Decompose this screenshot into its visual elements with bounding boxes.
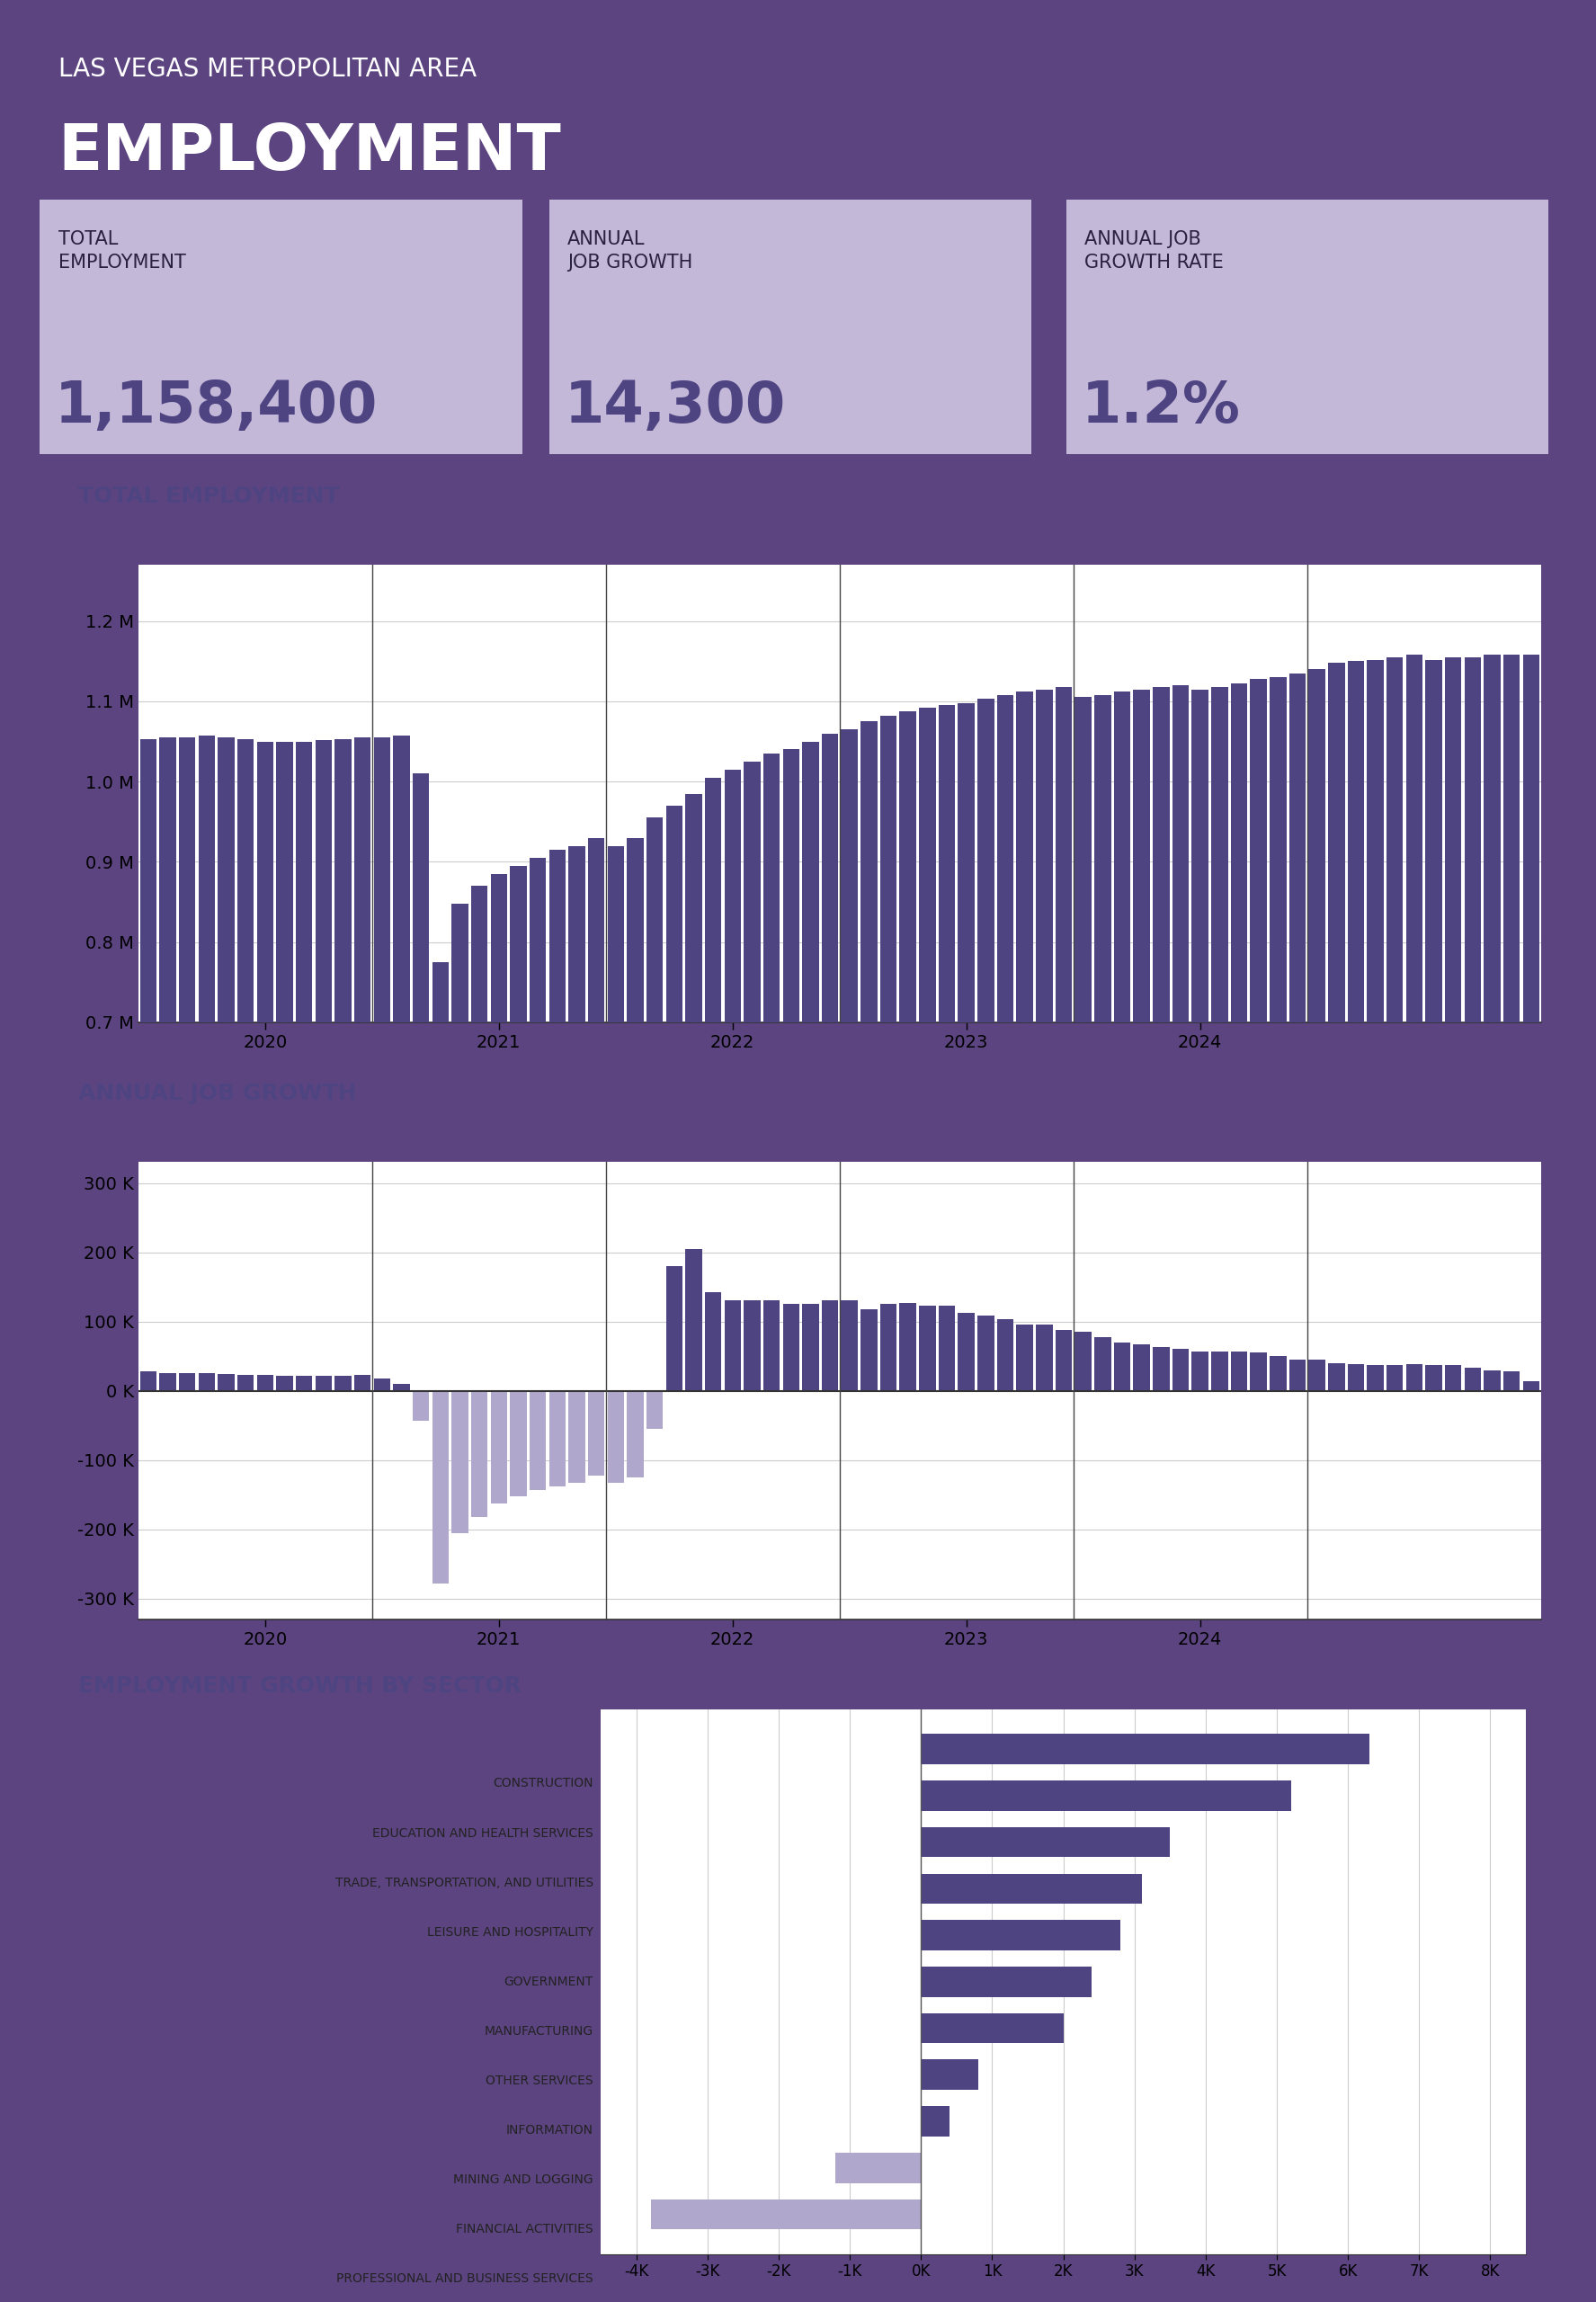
Text: ANNUAL JOB GROWTH: ANNUAL JOB GROWTH — [78, 1082, 356, 1105]
FancyBboxPatch shape — [40, 200, 522, 453]
Text: FINANCIAL ACTIVITIES: FINANCIAL ACTIVITIES — [456, 2224, 594, 2235]
Text: TRADE, TRANSPORTATION, AND UTILITIES: TRADE, TRANSPORTATION, AND UTILITIES — [335, 1876, 594, 1890]
Text: CONSTRUCTION: CONSTRUCTION — [493, 1777, 594, 1791]
Text: 1,158,400: 1,158,400 — [54, 378, 378, 435]
Text: 1.2%: 1.2% — [1082, 378, 1240, 435]
Text: GOVERNMENT: GOVERNMENT — [504, 1975, 594, 1989]
Text: 14,300: 14,300 — [565, 378, 785, 435]
Text: LEISURE AND HOSPITALITY: LEISURE AND HOSPITALITY — [428, 1927, 594, 1938]
Text: TOTAL EMPLOYMENT: TOTAL EMPLOYMENT — [78, 486, 338, 506]
Text: EMPLOYMENT GROWTH BY SECTOR: EMPLOYMENT GROWTH BY SECTOR — [78, 1676, 520, 1697]
Text: MINING AND LOGGING: MINING AND LOGGING — [453, 2173, 594, 2187]
Text: OTHER SERVICES: OTHER SERVICES — [485, 2074, 594, 2088]
Text: ANNUAL
JOB GROWTH: ANNUAL JOB GROWTH — [568, 230, 693, 272]
FancyBboxPatch shape — [1066, 200, 1548, 453]
FancyBboxPatch shape — [549, 200, 1031, 453]
Text: EDUCATION AND HEALTH SERVICES: EDUCATION AND HEALTH SERVICES — [372, 1828, 594, 1839]
Text: ANNUAL JOB
GROWTH RATE: ANNUAL JOB GROWTH RATE — [1085, 230, 1224, 272]
Text: TOTAL
EMPLOYMENT: TOTAL EMPLOYMENT — [57, 230, 185, 272]
Text: MANUFACTURING: MANUFACTURING — [485, 2026, 594, 2037]
Text: EMPLOYMENT: EMPLOYMENT — [57, 122, 562, 184]
Text: LAS VEGAS METROPOLITAN AREA: LAS VEGAS METROPOLITAN AREA — [57, 58, 476, 83]
Text: INFORMATION: INFORMATION — [506, 2125, 594, 2136]
Text: PROFESSIONAL AND BUSINESS SERVICES: PROFESSIONAL AND BUSINESS SERVICES — [337, 2272, 594, 2286]
